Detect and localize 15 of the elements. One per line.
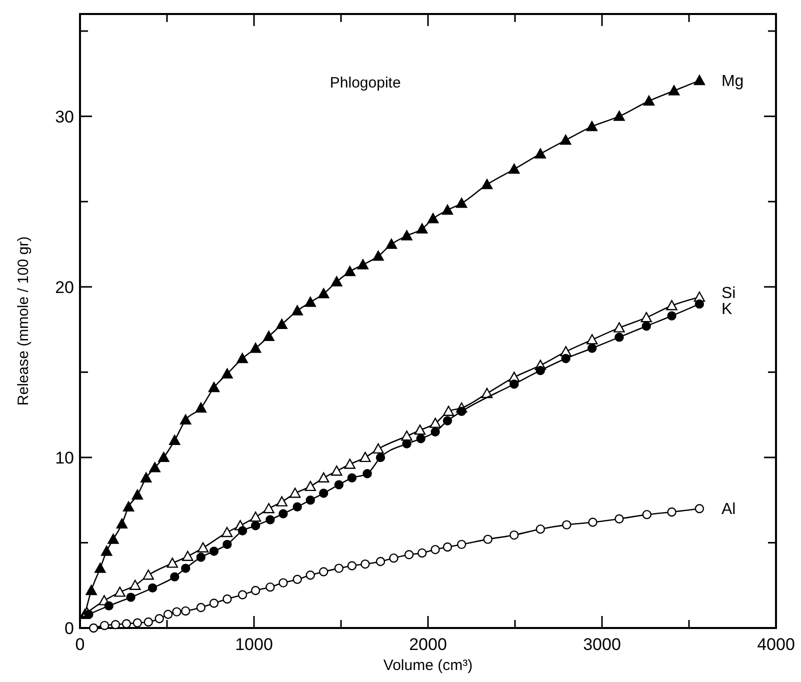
x-tick-label: 3000 [583, 635, 621, 654]
x-tick-label: 2000 [409, 635, 447, 654]
series-label: Al [721, 501, 736, 518]
y-axis-title: Release (mmole / 100 gr) [15, 236, 32, 406]
x-axis-title: Volume (cm³) [383, 657, 473, 674]
text: Phlogopite [330, 74, 401, 92]
legend-label: Si [721, 285, 736, 302]
y-tick-label: 0 [64, 618, 74, 638]
y-tick-label: 10 [55, 448, 74, 468]
series-label: Mg [721, 73, 744, 90]
x-tick-label: 4000 [757, 635, 795, 654]
series-label: K [721, 301, 732, 318]
y-tick-label: 30 [55, 107, 74, 126]
x-tick-label: 1000 [235, 635, 273, 654]
y-tick-label: 20 [55, 278, 74, 297]
